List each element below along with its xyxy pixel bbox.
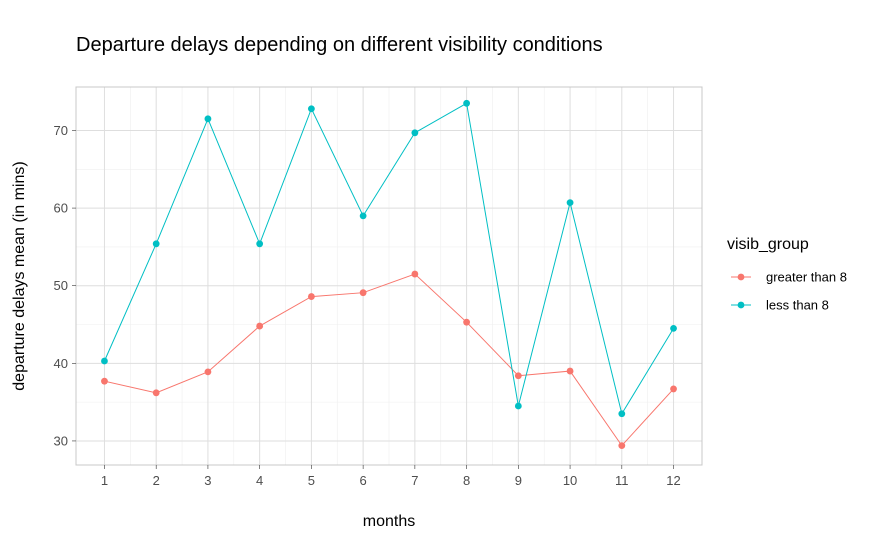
data-point	[307, 293, 315, 300]
legend-item: less than 8	[731, 298, 829, 313]
data-point	[566, 367, 574, 375]
data-point	[256, 240, 264, 248]
x-tick-label: 5	[308, 473, 315, 488]
data-point	[101, 357, 108, 365]
legend-item: greater than 8	[731, 270, 847, 285]
y-axis-title: departure delays mean (in mins)	[11, 161, 28, 390]
data-point	[463, 99, 471, 107]
x-tick-label: 2	[153, 473, 160, 488]
data-point	[670, 324, 677, 332]
x-tick-label: 9	[515, 473, 522, 488]
data-point	[256, 322, 264, 330]
x-tick-label: 12	[666, 473, 680, 488]
series-line	[103, 102, 674, 416]
data-point	[359, 212, 367, 220]
series-line	[104, 273, 674, 447]
y-tick-label: 60	[54, 201, 68, 216]
series-2	[101, 99, 677, 418]
x-tick-label: 7	[411, 473, 418, 488]
data-point	[463, 318, 471, 326]
legend-label: less than 8	[766, 298, 829, 313]
y-tick-label: 40	[54, 356, 68, 371]
legend-key-point	[737, 301, 745, 309]
data-point	[152, 240, 160, 248]
data-point	[514, 402, 522, 410]
data-point	[204, 115, 212, 123]
plot-panel	[75, 86, 703, 466]
y-tick-label: 30	[54, 433, 68, 448]
y-tick-label: 70	[54, 123, 68, 138]
data-point	[411, 270, 419, 278]
x-tick-label: 8	[463, 473, 470, 488]
data-point	[566, 199, 574, 207]
data-point	[514, 372, 522, 380]
data-point	[359, 289, 367, 297]
legend-items: greater than 8 less than 8	[731, 270, 847, 313]
data-point	[152, 389, 160, 397]
legend-title: visib_group	[727, 236, 809, 253]
data-point	[670, 385, 677, 393]
series-layer	[101, 99, 677, 449]
legend: visib_group greater than 8 less than 8	[727, 236, 847, 313]
legend-key-point	[737, 273, 745, 281]
data-point	[307, 105, 315, 113]
x-tick-label: 11	[615, 473, 629, 488]
x-axis-title: months	[363, 513, 415, 530]
chart-title: Departure delays depending on different …	[76, 34, 603, 56]
x-tick-label: 3	[204, 473, 211, 488]
data-point	[204, 368, 212, 376]
data-point	[618, 410, 626, 418]
x-tick-label: 1	[101, 473, 108, 488]
x-tick-label: 6	[360, 473, 367, 488]
data-point	[101, 377, 108, 385]
x-tick-label: 10	[563, 473, 577, 488]
y-tick-label: 50	[54, 278, 68, 293]
data-point	[411, 129, 419, 137]
series-1	[101, 270, 677, 449]
data-point	[618, 442, 626, 449]
legend-label: greater than 8	[766, 270, 847, 285]
x-tick-label: 4	[256, 473, 263, 488]
gridlines	[76, 87, 702, 465]
